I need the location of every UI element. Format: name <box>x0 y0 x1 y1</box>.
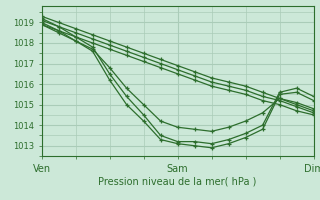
X-axis label: Pression niveau de la mer( hPa ): Pression niveau de la mer( hPa ) <box>99 176 257 186</box>
